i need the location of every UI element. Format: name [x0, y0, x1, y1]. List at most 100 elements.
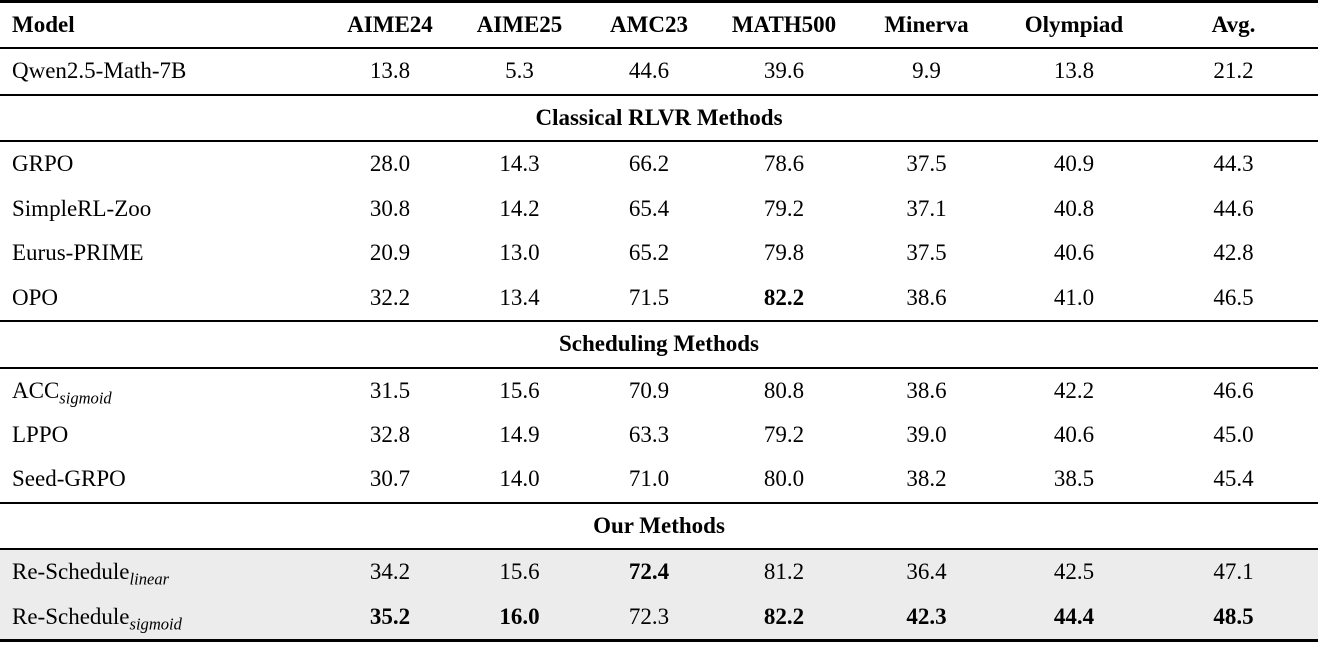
score-cell: 30.8	[369, 195, 411, 221]
score-cell: 72.3	[584, 594, 714, 643]
row-lppo: LPPO 32.8 14.9 63.3 79.2 39.0 40.6 45.0	[0, 413, 1318, 457]
score-cell: 81.2	[714, 549, 854, 595]
row-seed-grpo: Seed-GRPO 30.7 14.0 71.0 80.0 38.2 38.5 …	[0, 457, 1318, 502]
score-cell: 44.6	[1213, 195, 1254, 221]
score-cell: 45.0	[1213, 421, 1254, 447]
score-cell: 44.3	[1213, 151, 1254, 177]
score-cell: 30.7	[369, 466, 411, 492]
score-cell: 66.2	[628, 151, 670, 177]
score-cell: 35.2	[325, 594, 455, 643]
score-cell: 79.2	[763, 195, 805, 221]
model-cell: OPO	[12, 284, 59, 310]
score-cell: 80.8	[763, 377, 805, 403]
model-cell: GRPO	[12, 151, 74, 177]
section-title: Classical RLVR Methods	[0, 93, 1318, 143]
score-cell: 36.4	[854, 549, 999, 595]
score-cell: 14.0	[499, 466, 540, 492]
score-cell: 78.6	[763, 151, 805, 177]
score-cell: 71.0	[628, 466, 670, 492]
score-cell: 82.2	[763, 284, 805, 310]
model-name: Re-Schedule	[12, 603, 130, 629]
score-cell: 41.0	[1053, 284, 1095, 310]
score-cell: 42.3	[854, 594, 999, 643]
score-cell: 20.9	[369, 240, 411, 266]
model-cell: SimpleRL-Zoo	[12, 195, 152, 221]
header-row: Model AIME24 AIME25 AMC23 MATH500 Minerv…	[0, 0, 1318, 50]
score-cell: 31.5	[369, 377, 411, 403]
col-header-model: Model	[0, 0, 325, 50]
col-header-avg: Avg.	[1149, 0, 1318, 50]
score-cell: 72.4	[584, 549, 714, 595]
score-cell: 71.5	[628, 284, 670, 310]
score-cell: 13.8	[1053, 58, 1095, 84]
score-cell: 38.6	[906, 284, 947, 310]
score-cell: 15.6	[455, 549, 584, 595]
section-header-our-methods: Our Methods	[0, 501, 1318, 551]
score-cell: 37.5	[906, 240, 947, 266]
score-cell: 14.9	[499, 421, 540, 447]
model-cell: ACCsigmoid	[0, 368, 325, 413]
model-cell: Seed-GRPO	[12, 466, 126, 492]
section-title: Scheduling Methods	[0, 320, 1318, 369]
score-cell: 37.5	[906, 151, 947, 177]
score-cell: 5.3	[505, 58, 534, 84]
score-cell: 65.2	[628, 240, 670, 266]
score-cell: 34.2	[325, 549, 455, 595]
score-cell: 13.4	[499, 284, 540, 310]
score-cell: 46.5	[1213, 284, 1254, 310]
row-grpo: GRPO 28.0 14.3 66.2 78.6 37.5 40.9 44.3	[0, 141, 1318, 186]
score-cell: 48.5	[1149, 594, 1318, 643]
score-cell: 40.6	[1053, 421, 1095, 447]
score-cell: 39.6	[763, 58, 805, 84]
score-cell: 45.4	[1213, 466, 1254, 492]
col-header-aime25: AIME25	[455, 0, 584, 50]
score-cell: 80.0	[763, 466, 805, 492]
score-cell: 79.2	[763, 421, 805, 447]
row-re-schedule-linear: Re-Schedulelinear 34.2 15.6 72.4 81.2 36…	[0, 549, 1318, 595]
section-header-classical-rlvr: Classical RLVR Methods	[0, 93, 1318, 143]
score-cell: 16.0	[455, 594, 584, 643]
col-header-minerva: Minerva	[854, 0, 999, 50]
row-eurus-prime: Eurus-PRIME 20.9 13.0 65.2 79.8 37.5 40.…	[0, 231, 1318, 275]
score-cell: 39.0	[906, 421, 947, 447]
score-cell: 32.2	[369, 284, 411, 310]
model-name: ACC	[12, 377, 60, 403]
score-cell: 37.1	[906, 195, 947, 221]
score-cell: 15.6	[499, 377, 540, 403]
score-cell: 65.4	[628, 195, 670, 221]
model-cell: Qwen2.5-Math-7B	[12, 58, 187, 84]
section-title: Our Methods	[0, 501, 1318, 551]
row-re-schedule-sigmoid: Re-Schedulesigmoid 35.2 16.0 72.3 82.2 4…	[0, 594, 1318, 643]
score-cell: 42.8	[1213, 240, 1254, 266]
model-subscript: sigmoid	[59, 388, 112, 408]
score-cell: 14.2	[499, 195, 540, 221]
score-cell: 82.2	[714, 594, 854, 643]
score-cell: 32.8	[369, 421, 411, 447]
col-header-math500: MATH500	[714, 0, 854, 50]
score-cell: 79.8	[763, 240, 805, 266]
model-cell: Re-Schedulelinear	[0, 549, 325, 595]
score-cell: 40.8	[1053, 195, 1095, 221]
score-cell: 38.2	[906, 466, 947, 492]
model-subscript: sigmoid	[129, 614, 182, 634]
score-cell: 38.6	[906, 377, 947, 403]
col-header-aime24: AIME24	[325, 0, 455, 50]
score-cell: 21.2	[1213, 58, 1254, 84]
model-cell: Eurus-PRIME	[12, 240, 144, 266]
col-header-olympiad: Olympiad	[999, 0, 1149, 50]
model-subscript: linear	[129, 569, 170, 589]
score-cell: 28.0	[369, 151, 411, 177]
score-cell: 47.1	[1149, 549, 1318, 595]
score-cell: 14.3	[499, 151, 540, 177]
row-opo: OPO 32.2 13.4 71.5 82.2 38.6 41.0 46.5	[0, 276, 1318, 321]
row-qwen-base: Qwen2.5-Math-7B 13.8 5.3 44.6 39.6 9.9 1…	[0, 48, 1318, 94]
score-cell: 40.9	[1053, 151, 1095, 177]
model-cell: Re-Schedulesigmoid	[0, 594, 325, 643]
score-cell: 9.9	[912, 58, 941, 84]
score-cell: 13.8	[369, 58, 411, 84]
row-acc-sigmoid: ACCsigmoid 31.5 15.6 70.9 80.8 38.6 42.2…	[0, 368, 1318, 413]
score-cell: 63.3	[628, 421, 670, 447]
score-cell: 44.6	[628, 58, 670, 84]
model-name: Re-Schedule	[12, 559, 130, 585]
